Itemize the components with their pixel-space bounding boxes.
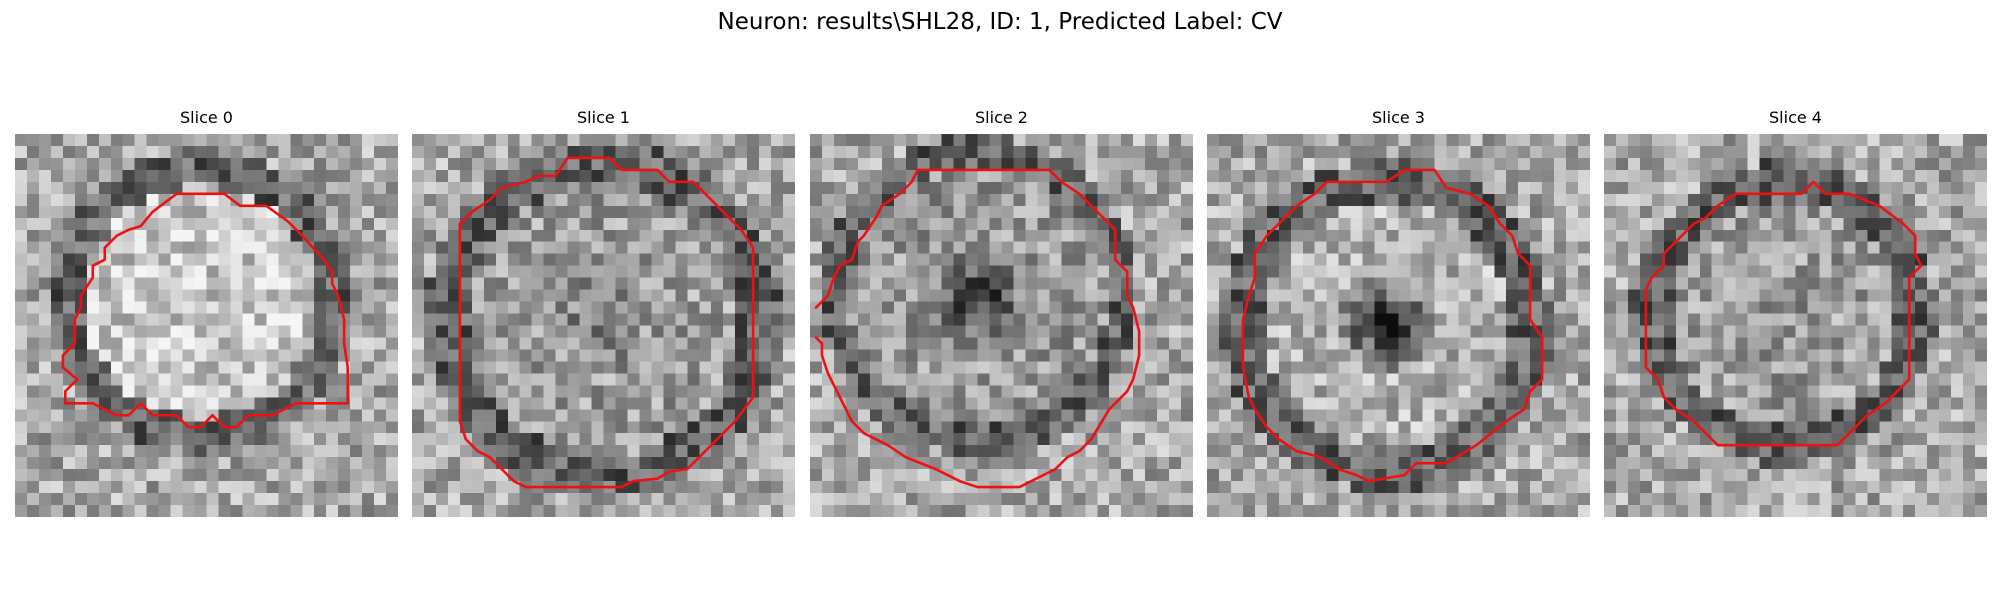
slice-pixels-0 xyxy=(15,134,398,517)
slice-title-4: Slice 4 xyxy=(1769,108,1822,127)
slice-title-0: Slice 0 xyxy=(180,108,233,127)
cell-contour-4 xyxy=(1646,182,1921,445)
slice-title-3: Slice 3 xyxy=(1372,108,1425,127)
slice-pixels-1 xyxy=(412,134,795,517)
slice-pixels-4 xyxy=(1604,134,1987,517)
slice-image-0 xyxy=(15,134,398,517)
slice-image-2 xyxy=(810,134,1193,517)
slice-title-2: Slice 2 xyxy=(975,108,1028,127)
cell-contour-0 xyxy=(63,194,348,427)
slice-pixels-3 xyxy=(1207,134,1590,517)
slice-image-3 xyxy=(1207,134,1590,517)
cell-contour-3 xyxy=(1243,170,1542,481)
slice-image-4 xyxy=(1604,134,1987,517)
figure-title: Neuron: results\SHL28, ID: 1, Predicted … xyxy=(717,9,1283,35)
slice-title-1: Slice 1 xyxy=(577,108,630,127)
slice-pixels-2 xyxy=(810,134,1193,517)
slice-image-1 xyxy=(412,134,795,517)
cell-contour-2 xyxy=(816,170,1139,487)
cell-contour-1 xyxy=(460,158,753,487)
